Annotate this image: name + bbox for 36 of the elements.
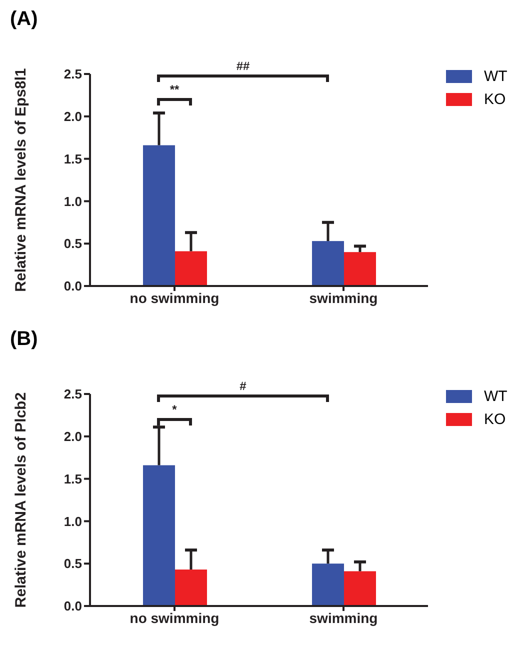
y-tick-label: 1.0 bbox=[64, 514, 82, 529]
x-tick-label: no swimming bbox=[130, 610, 220, 626]
annotation: ** bbox=[170, 82, 180, 96]
y-tick-label: 2.0 bbox=[64, 109, 82, 124]
bar bbox=[312, 241, 344, 286]
y-tick-label: 0.0 bbox=[64, 598, 82, 614]
y-tick-label: 2.5 bbox=[64, 386, 82, 402]
legend-label: WT bbox=[484, 68, 508, 85]
bar bbox=[312, 564, 344, 606]
annotation: * bbox=[172, 402, 178, 416]
bar bbox=[143, 145, 175, 286]
y-tick-label: 0.5 bbox=[64, 556, 82, 572]
y-axis-title: Relative mRNA levels of Plcb2 bbox=[12, 392, 30, 608]
y-tick-label: 2.0 bbox=[64, 429, 82, 444]
x-tick-label: swimming bbox=[309, 290, 378, 306]
bar bbox=[175, 570, 207, 606]
y-tick-label: 0.5 bbox=[64, 236, 82, 252]
x-tick-label: swimming bbox=[309, 610, 378, 626]
chart-title: (A) bbox=[10, 8, 38, 31]
y-tick-label: 0.0 bbox=[64, 278, 82, 294]
text: ## bbox=[236, 59, 250, 73]
y-tick-label: 2.5 bbox=[64, 66, 82, 82]
y-tick-label: 1.0 bbox=[64, 194, 82, 209]
x-tick-label: no swimming bbox=[130, 290, 220, 306]
y-axis-title: Relative mRNA levels of Eps8l1 bbox=[12, 68, 30, 292]
chart-title: (B) bbox=[10, 328, 38, 351]
bar bbox=[175, 251, 207, 286]
bar bbox=[143, 465, 175, 606]
text: # bbox=[240, 379, 247, 393]
y-tick-label: 1.5 bbox=[64, 151, 82, 166]
bar bbox=[344, 252, 376, 286]
y-tick-label: 1.5 bbox=[64, 471, 82, 486]
bar bbox=[344, 571, 376, 606]
legend-label: WT bbox=[484, 388, 508, 405]
legend-label: KO bbox=[484, 411, 506, 428]
legend-label: KO bbox=[484, 91, 506, 108]
